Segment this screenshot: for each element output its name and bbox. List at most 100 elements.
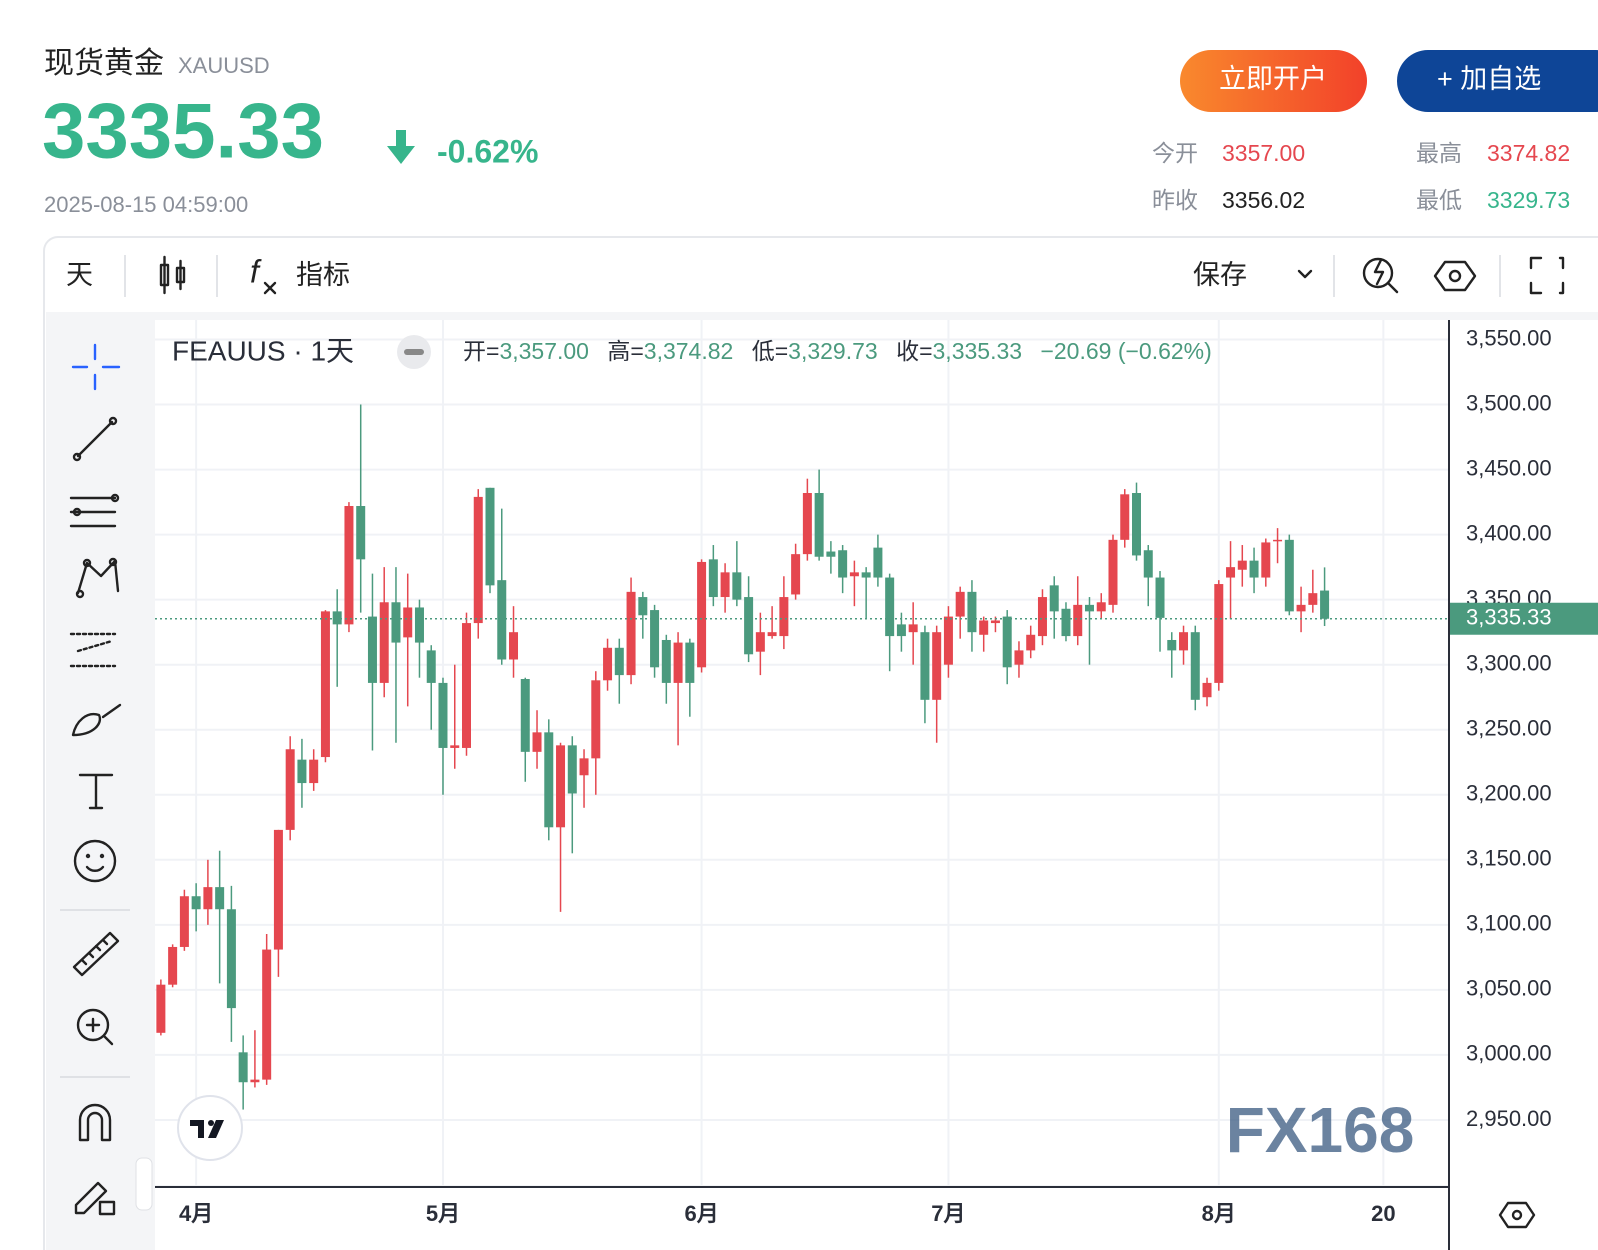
chart-legend-title: FEAUUS · 1天 — [172, 335, 354, 366]
candle-body — [708, 559, 718, 598]
fullscreen-icon[interactable] — [1529, 256, 1565, 295]
candle-body — [1120, 494, 1130, 540]
candle-body — [450, 745, 460, 748]
open-account-button[interactable] — [1180, 50, 1367, 112]
price-axis — [1449, 320, 1598, 1250]
candle-body — [967, 591, 977, 633]
candle-body — [1155, 577, 1165, 618]
x-tick-label: 6月 — [684, 1201, 718, 1226]
y-tick-label: 3,050.00 — [1466, 976, 1552, 1001]
y-tick-label: 2,950.00 — [1466, 1106, 1552, 1131]
axis-settings-icon[interactable] — [1498, 1201, 1536, 1229]
candle-body — [532, 732, 542, 752]
settings-icon[interactable] — [1433, 260, 1477, 292]
legend-value: 3,335.33 — [933, 338, 1023, 364]
y-tick-label: 3,200.00 — [1466, 781, 1552, 806]
candle-body — [544, 732, 554, 828]
candle-body — [814, 493, 824, 557]
candle-body — [791, 554, 801, 595]
candle-body — [1214, 584, 1224, 683]
candle-body — [1049, 585, 1059, 612]
candle-body — [403, 607, 413, 638]
x-tick-label: 8月 — [1202, 1201, 1236, 1226]
legend-label: 高= — [607, 338, 643, 364]
add-watch-button[interactable] — [1397, 50, 1598, 112]
candle-body — [1202, 682, 1212, 698]
candle-body — [509, 632, 519, 660]
candle-body — [438, 682, 448, 748]
candle-body — [238, 1052, 248, 1083]
candle-body — [697, 561, 707, 668]
quick-search-icon[interactable] — [1362, 257, 1399, 294]
candle-type-icon[interactable] — [159, 255, 186, 295]
candle-body — [473, 496, 483, 624]
candle-body — [391, 602, 401, 643]
candle-body — [873, 547, 883, 578]
candle-body — [755, 632, 765, 652]
candle-body — [861, 572, 871, 578]
candle-body — [849, 572, 859, 577]
settings-icon-center — [1448, 269, 1462, 283]
indicators[interactable]: 指标 — [296, 260, 350, 290]
candle-body — [285, 749, 295, 830]
tv-logo[interactable] — [177, 1095, 243, 1161]
candle-body — [215, 887, 225, 910]
candle-body — [661, 639, 671, 683]
down-arrow — [387, 130, 415, 164]
save[interactable]: 保存 — [1193, 260, 1247, 290]
candle-body — [273, 829, 283, 950]
symbol: XAUUSD — [178, 53, 270, 78]
candle-body — [1320, 590, 1330, 619]
interval[interactable]: 天 — [66, 260, 93, 290]
drawing-tools[interactable] — [69, 343, 122, 1216]
ohlc-legend: 开=3,357.00 高=3,374.82 低=3,329.73 收=3,335… — [463, 338, 1212, 364]
candle-body — [838, 550, 848, 578]
candle-body — [262, 949, 272, 1080]
candle-body — [1261, 542, 1271, 578]
candle-body — [885, 577, 895, 637]
candle-body — [203, 887, 213, 910]
candle-body — [779, 597, 789, 637]
x-tick-label: 7月 — [931, 1201, 965, 1226]
candle-body — [567, 745, 577, 794]
candle-body — [379, 602, 389, 683]
candle-body — [579, 758, 589, 776]
candle-body — [955, 591, 965, 617]
price: 3335.33 — [42, 87, 324, 175]
candle-body — [802, 493, 812, 555]
legend-value: 3,329.73 — [788, 338, 878, 364]
candle-body — [1190, 632, 1200, 700]
stat-label: 最低 — [1416, 187, 1462, 213]
stat-value: 3329.73 — [1487, 187, 1570, 213]
candle-body — [1179, 632, 1189, 651]
stat-label: 今开 — [1152, 140, 1198, 166]
candle-body — [591, 680, 601, 759]
candle-body — [720, 572, 730, 598]
tv-logo-dot — [208, 1120, 214, 1126]
candle-body — [1226, 567, 1236, 578]
candle-body — [497, 580, 507, 660]
candle-body — [1249, 560, 1259, 578]
title: 现货黄金 — [44, 47, 164, 80]
candle-body — [1084, 604, 1094, 612]
candle-body — [626, 591, 636, 676]
legend-label: 低= — [752, 338, 788, 364]
add-watch-label[interactable]: + 加自选 — [1437, 64, 1541, 94]
candle-body — [156, 984, 166, 1033]
candle-body — [1237, 560, 1247, 570]
candle-body — [1296, 604, 1306, 612]
candle-body — [614, 647, 624, 676]
open-account-label[interactable]: 立即开户 — [1219, 64, 1327, 94]
candle-body — [226, 909, 236, 1009]
stat-value: 3357.00 — [1222, 140, 1305, 166]
legend-label: 收= — [896, 338, 932, 364]
candle-body — [1143, 550, 1153, 578]
candle-body — [1014, 650, 1024, 665]
candle-body — [896, 624, 906, 637]
candle-body — [1108, 539, 1118, 605]
candle-body — [685, 642, 695, 683]
collapse-handle[interactable] — [135, 1157, 153, 1211]
dropdown-chevron[interactable] — [1297, 269, 1313, 279]
stat-value: 3374.82 — [1487, 140, 1570, 166]
candle-body — [179, 896, 189, 947]
